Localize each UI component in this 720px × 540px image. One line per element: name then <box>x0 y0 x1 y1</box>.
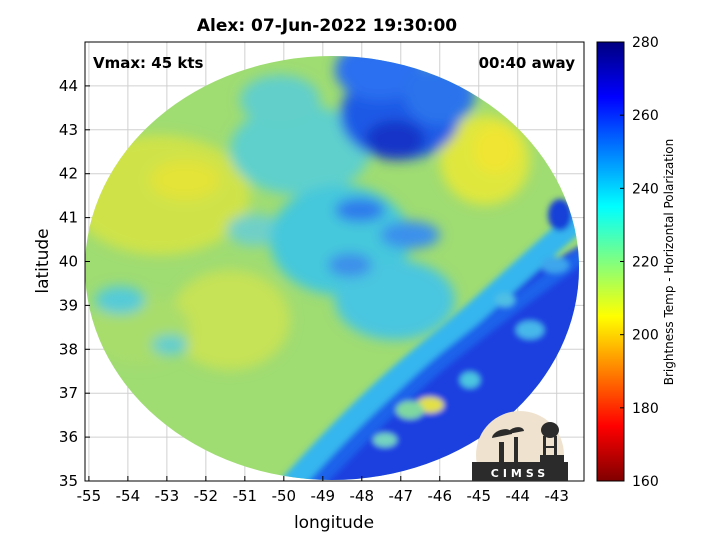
y-axis-ticks: 35 36 37 38 39 40 41 42 43 44 <box>59 77 90 490</box>
colorbar-tick-label: 180 <box>632 401 659 417</box>
y-tick-label: 37 <box>59 384 78 402</box>
time-away-label: 00:40 away <box>479 54 576 72</box>
colorbar-tick-label: 200 <box>632 328 659 344</box>
cimss-logo: CIMSS <box>472 411 568 481</box>
colorbar-tick-label: 260 <box>632 108 659 124</box>
x-tick-label: -47 <box>389 487 414 505</box>
y-axis-label: latitude <box>33 228 53 293</box>
y-tick-label: 42 <box>59 165 78 183</box>
logo-text: CIMSS <box>491 467 549 480</box>
x-tick-label: -54 <box>116 487 141 505</box>
x-tick-label: -44 <box>505 487 530 505</box>
x-tick-label: -48 <box>350 487 375 505</box>
y-tick-label: 38 <box>59 340 78 358</box>
colorbar-tick-label: 280 <box>632 35 659 51</box>
x-axis-label: longitude <box>294 513 374 533</box>
x-tick-label: -53 <box>155 487 180 505</box>
colorbar-tick-label: 240 <box>632 181 659 197</box>
colorbar-tick-label: 220 <box>632 255 659 271</box>
y-tick-label: 41 <box>59 209 78 227</box>
x-tick-label: -51 <box>233 487 258 505</box>
y-tick-label: 36 <box>59 428 78 446</box>
colorbar-ticks: 160 180 200 220 240 260 280 <box>620 35 659 490</box>
chart-title: Alex: 07-Jun-2022 19:30:00 <box>197 16 457 36</box>
y-tick-label: 43 <box>59 121 78 139</box>
y-tick-label: 40 <box>59 253 78 271</box>
x-tick-label: -55 <box>77 487 102 505</box>
x-tick-label: -50 <box>272 487 297 505</box>
x-tick-label: -49 <box>311 487 336 505</box>
x-axis-ticks: -55 -54 -53 -52 -51 -50 -49 -48 -47 -46 -45 -44 -43 <box>77 476 569 505</box>
colorbar <box>596 41 625 482</box>
colorbar-tick-label: 160 <box>632 474 659 490</box>
vmax-label: Vmax: 45 kts <box>93 54 203 72</box>
colorbar-label: Brightness Temp - Horizontal Polarizatio… <box>662 139 676 386</box>
x-tick-label: -46 <box>428 487 453 505</box>
x-tick-label: -52 <box>194 487 219 505</box>
y-tick-label: 44 <box>59 77 78 95</box>
x-tick-label: -45 <box>466 487 491 505</box>
brightness-temp-swath <box>85 56 579 480</box>
y-tick-label: 39 <box>59 296 78 314</box>
x-tick-label: -43 <box>544 487 569 505</box>
y-tick-label: 35 <box>59 472 78 490</box>
